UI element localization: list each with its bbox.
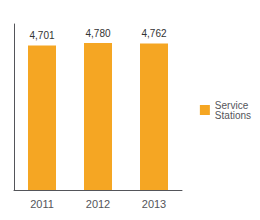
svg-text:2012: 2012 <box>86 198 110 210</box>
svg-text:2013: 2013 <box>142 198 166 210</box>
svg-text:Stations: Stations <box>215 110 251 121</box>
svg-text:4,762: 4,762 <box>141 28 166 39</box>
svg-text:Service: Service <box>214 99 249 111</box>
svg-text:4,701: 4,701 <box>29 30 54 41</box>
svg-text:4,780: 4,780 <box>85 28 110 39</box>
svg-text:2011: 2011 <box>30 198 54 210</box>
